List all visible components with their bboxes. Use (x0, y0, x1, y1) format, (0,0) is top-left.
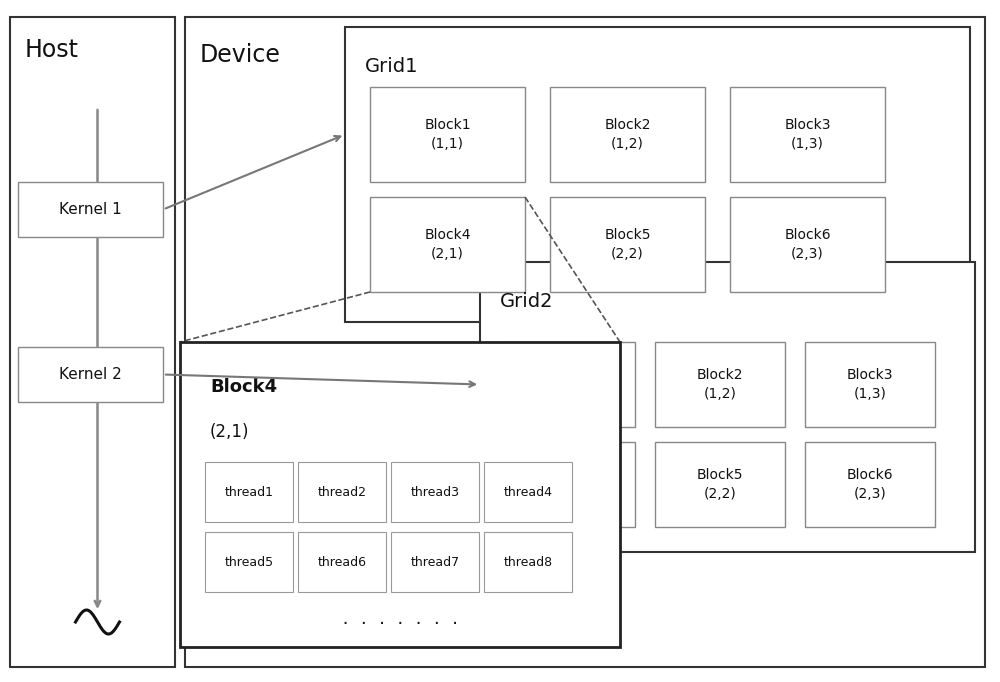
Text: Block6
(2,3): Block6 (2,3) (847, 468, 893, 501)
Bar (730, 197, 885, 292)
Text: Block4
(2,1): Block4 (2,1) (424, 228, 471, 261)
Bar (484, 462, 572, 522)
Bar (10, 17, 175, 667)
Text: Block5
(2,2): Block5 (2,2) (697, 468, 743, 501)
Bar (655, 442, 785, 527)
Bar (180, 342, 620, 647)
Text: Device: Device (200, 43, 281, 67)
Bar (298, 532, 386, 592)
Bar (298, 462, 386, 522)
Bar (655, 342, 785, 427)
Text: thread5: thread5 (224, 556, 274, 569)
Text: Block2
(1,2): Block2 (1,2) (604, 118, 651, 151)
Bar (505, 342, 635, 427)
Bar (391, 462, 479, 522)
Bar (480, 262, 975, 552)
Bar (18, 182, 163, 237)
Text: Kernel 1: Kernel 1 (59, 202, 122, 217)
Text: Block4
(2,1): Block4 (2,1) (547, 468, 593, 501)
Text: Grid1: Grid1 (365, 57, 418, 76)
Text: Block3
(1,3): Block3 (1,3) (847, 368, 893, 401)
Bar (505, 442, 635, 527)
Bar (205, 532, 293, 592)
Text: . . . . . . .: . . . . . . . (341, 612, 459, 627)
Bar (345, 27, 970, 322)
Text: Host: Host (25, 38, 79, 62)
Bar (730, 87, 885, 182)
Text: Block3
(1,3): Block3 (1,3) (784, 118, 831, 151)
Bar (550, 197, 705, 292)
Text: Grid2: Grid2 (500, 292, 554, 311)
Bar (370, 87, 525, 182)
Text: (2,1): (2,1) (210, 423, 250, 441)
Bar (18, 347, 163, 402)
Bar (205, 462, 293, 522)
Bar (805, 442, 935, 527)
Text: thread1: thread1 (224, 486, 274, 499)
Bar (370, 197, 525, 292)
Bar (484, 532, 572, 592)
Text: thread6: thread6 (318, 556, 366, 569)
Text: Kernel 2: Kernel 2 (59, 367, 122, 382)
Text: thread2: thread2 (318, 486, 366, 499)
Bar (805, 342, 935, 427)
Text: Block5
(2,2): Block5 (2,2) (604, 228, 651, 261)
Text: thread7: thread7 (410, 556, 460, 569)
Text: Block4: Block4 (210, 378, 277, 396)
Text: Block6
(2,3): Block6 (2,3) (784, 228, 831, 261)
Text: thread4: thread4 (504, 486, 552, 499)
Text: Block2
(1,2): Block2 (1,2) (697, 368, 743, 401)
Bar (550, 87, 705, 182)
Text: thread3: thread3 (411, 486, 460, 499)
Bar (185, 17, 985, 667)
Text: Block1
(1,1): Block1 (1,1) (424, 118, 471, 151)
Bar (391, 532, 479, 592)
Text: Block1
(1,1): Block1 (1,1) (547, 368, 593, 401)
Text: thread8: thread8 (503, 556, 553, 569)
